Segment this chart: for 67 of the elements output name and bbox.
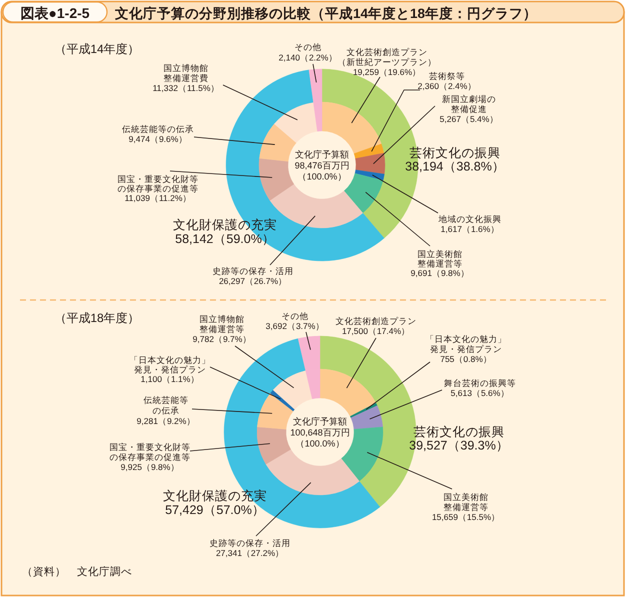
slice-label: 国宝・重要文化財等の保存事業の促進等 <box>118 174 198 194</box>
data-label: 9,782（9.7%） <box>192 334 252 344</box>
slice-label: 文化芸術創造プラン（新世紀アーツプラン） <box>338 47 436 67</box>
data-label: 2,140（2.2%） <box>278 52 338 62</box>
slice-label: 新国立劇場の整備促進 <box>442 94 496 114</box>
slice-label: 「日本文化の魅力」発見・発信プラン <box>130 355 210 374</box>
data-label: 2,360（2.4%） <box>418 81 476 91</box>
slice-label: その他 <box>282 311 308 321</box>
donut-slice <box>344 173 384 214</box>
chart-subtitle: （平成18年度） <box>54 311 140 325</box>
text: （資料） 文化庁調べ <box>22 565 132 578</box>
slice-label: 史跡等の保存・活用 <box>212 266 294 276</box>
slice-label: 国立博物館整備運営費 <box>164 63 208 83</box>
donut-slice <box>320 368 376 416</box>
data-label: 755（0.8%） <box>440 354 492 364</box>
slice-label: 伝統芸能等の伝承 <box>122 124 194 134</box>
slice-label: 国立博物館整備運営等 <box>200 314 244 334</box>
donut-slice <box>266 449 360 496</box>
donut-slice <box>272 370 312 410</box>
data-label: 27,341（27.2%） <box>216 548 284 558</box>
donut-slice <box>354 170 384 181</box>
donut-slice <box>355 152 386 174</box>
data-label: 11,332（11.5%） <box>152 83 220 93</box>
data-label: 5,267（5.4%） <box>440 114 498 124</box>
slice-label: 国宝・重要文化財等の保存事業の促進等 <box>110 442 190 462</box>
donut-slice <box>257 393 294 430</box>
data-label: 58,142（59.0%） <box>175 232 275 246</box>
text: 文化庁予算額98,476百万円（100.0%） <box>294 150 350 182</box>
data-label: 39,527（39.3%） <box>409 438 509 452</box>
data-label: 11,039（11.2%） <box>124 193 192 203</box>
donut-slice <box>258 158 294 201</box>
data-label: 5,613（5.6%） <box>450 388 510 398</box>
data-label: 57,429（57.0%） <box>165 503 265 517</box>
data-label: 9,474（9.6%） <box>128 134 188 144</box>
donut-slice <box>354 144 384 159</box>
data-label: 9,281（9.2%） <box>136 416 196 426</box>
data-label: 1,100（1.1%） <box>140 374 200 384</box>
donut-slice <box>274 102 318 143</box>
data-label: 9,925（9.8%） <box>120 462 180 472</box>
data-label: 1,617（1.6%） <box>440 224 500 234</box>
slice-label: 芸術文化の振興 <box>414 425 504 439</box>
data-label: 9,691（9.8%） <box>410 268 470 278</box>
data-label: 15,659（15.5%） <box>432 512 500 522</box>
slice-label: 国立美術館整備運営等 <box>444 492 488 512</box>
donut-slice <box>256 426 291 464</box>
slice-label: 国立美術館整備運営等 <box>418 249 462 268</box>
donut-slice <box>259 124 296 162</box>
slice-label: 伝統芸能等の伝承 <box>144 395 188 416</box>
donut-slice <box>341 426 384 482</box>
chart-subtitle: （平成14年度） <box>54 42 140 56</box>
slice-label: 文化芸術創造プラン <box>336 316 416 326</box>
data-label: 17,500（17.4%） <box>342 326 410 336</box>
slice-label: その他 <box>294 42 322 52</box>
data-label: 26,297（26.7%） <box>218 276 288 286</box>
text: 文化庁予算額100,648百万円（100.0%） <box>290 416 350 448</box>
text: 図表●1-2-5 <box>20 5 90 21</box>
slice-label: 舞台芸術の振興等 <box>444 378 516 388</box>
slice-label: 史跡等の保存・活用 <box>210 538 290 548</box>
slice-label: 「日本文化の魅力」発見・発信プラン <box>426 334 506 354</box>
slice-label: 芸術祭等 <box>429 71 465 81</box>
data-label: 19,259（19.6%） <box>352 67 422 77</box>
data-label: 3,692（3.7%） <box>266 321 324 331</box>
donut-slice <box>226 70 384 261</box>
slice-label: 地域の文化振興 <box>438 214 502 224</box>
chart-title: 文化庁予算の分野別推移の比較（平成14年度と18年度：円グラフ） <box>114 5 538 21</box>
donut-slice <box>350 406 383 430</box>
data-label: 38,194（38.8%） <box>405 160 505 174</box>
